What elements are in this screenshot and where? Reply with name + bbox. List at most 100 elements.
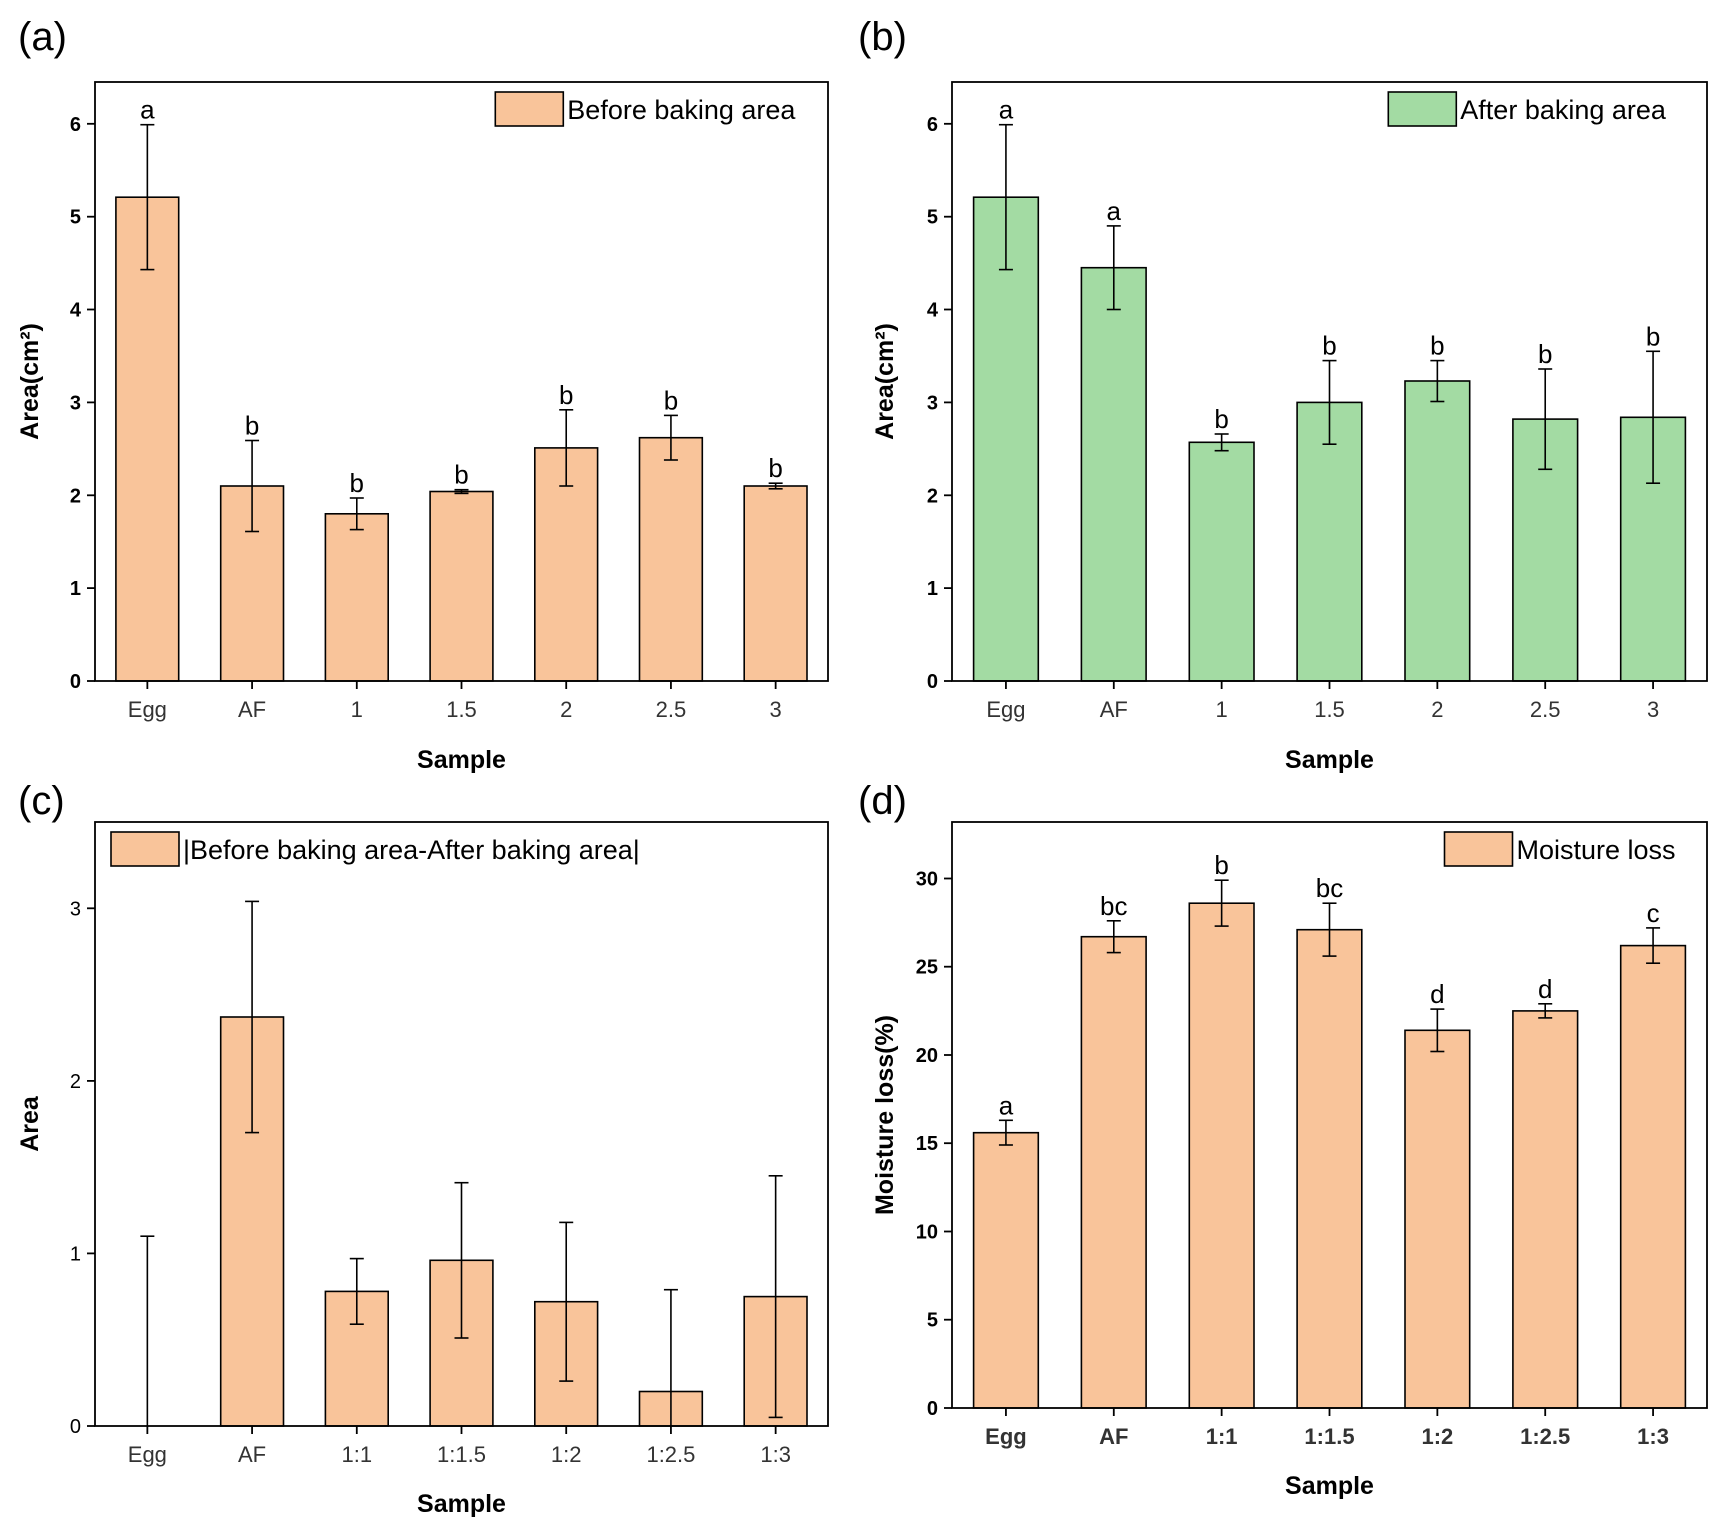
significance-letter: bc	[1100, 891, 1127, 921]
chart-panel-4: (d) a bc b bc d d c 0 5 10 15 20 25 30 Egg AF 1:1 1:1.5 1:2…	[858, 779, 1708, 1500]
significance-letter: b	[1214, 850, 1228, 880]
legend-swatch	[494, 91, 565, 127]
error-bar-AF	[1106, 919, 1121, 954]
bar-1	[324, 512, 389, 682]
x-tick-label: 1:2.5	[646, 1442, 695, 1467]
panel-label: (d)	[858, 779, 907, 823]
bar-1:1.5	[1296, 928, 1363, 1409]
x-tick-label: 1:1	[1206, 1424, 1238, 1449]
y-tick-label: 4	[70, 300, 82, 322]
significance-letter: b	[1538, 339, 1552, 369]
error-bar-2.5	[663, 414, 678, 461]
x-tick-label: 2.5	[1530, 697, 1561, 722]
error-bar-AF	[1106, 225, 1121, 311]
y-tick-label: 0	[70, 1416, 81, 1438]
panel-label: (c)	[18, 779, 65, 823]
x-tick-label: 1:2	[1421, 1424, 1453, 1449]
error-bar-1:3	[1646, 927, 1661, 965]
x-tick-label: Egg	[128, 1442, 167, 1467]
x-tick-label: 1:2.5	[1520, 1424, 1570, 1449]
bar-1:2	[1404, 1029, 1471, 1409]
significance-letter: bc	[1316, 873, 1343, 903]
significance-letter: b	[664, 385, 678, 415]
y-tick-label: 20	[916, 1045, 938, 1067]
y-tick-label: 2	[927, 485, 938, 507]
legend: Moisture loss	[1443, 831, 1676, 867]
error-bar-1:2.5	[1538, 1002, 1553, 1019]
y-axis-title: Area	[16, 1095, 44, 1152]
bar-3	[743, 485, 808, 682]
bar-2.5	[638, 436, 704, 682]
panel-label: (b)	[858, 15, 907, 59]
error-bar-1.5	[1322, 359, 1337, 446]
error-bar-1:2	[559, 1221, 574, 1382]
legend-label: Before baking area	[567, 95, 796, 125]
bar-1.5	[1296, 401, 1363, 682]
x-tick-label: AF	[238, 1442, 266, 1467]
significance-letter: b	[1322, 331, 1336, 361]
error-bar-AF	[245, 900, 260, 1134]
error-bar-2	[1430, 359, 1445, 403]
error-bar-2.5	[1538, 368, 1553, 471]
significance-letter: b	[1214, 404, 1228, 434]
significance-letter: b	[1646, 321, 1660, 351]
chart-panel-1: (a) a b b b b b b 0 1 2 3 4 5 6 Egg AF 1 1.5 2 2.5 3 Sample Are…	[16, 15, 829, 774]
significance-letter: b	[454, 460, 468, 490]
error-bar-1.5	[454, 488, 469, 495]
legend-label: After baking area	[1460, 95, 1667, 125]
y-tick-label: 25	[916, 957, 938, 979]
error-bar-1:2.5	[663, 1288, 678, 1426]
error-bar-Egg	[140, 1235, 155, 1426]
legend-label: |Before baking area-After baking area|	[183, 835, 640, 865]
error-bar-1:1	[349, 1257, 364, 1325]
x-tick-label: 2	[1431, 697, 1443, 722]
x-tick-label: 2	[560, 697, 572, 722]
error-bar-1	[349, 497, 364, 531]
y-tick-label: 2	[70, 485, 81, 507]
y-tick-label: 3	[70, 392, 81, 414]
y-tick-label: 6	[927, 114, 938, 136]
bar-Egg	[972, 196, 1040, 682]
legend: After baking area	[1387, 91, 1667, 127]
x-tick-label: 3	[770, 697, 782, 722]
significance-letter: d	[1430, 979, 1444, 1009]
significance-letter: a	[140, 95, 155, 125]
y-tick-label: 1	[70, 1243, 81, 1265]
error-bar-1:3	[768, 1175, 783, 1419]
x-tick-label: AF	[1100, 697, 1128, 722]
y-tick-label: 6	[70, 114, 81, 136]
error-bar-Egg	[998, 123, 1013, 271]
y-tick-label: 3	[70, 898, 81, 920]
y-tick-label: 0	[70, 671, 81, 693]
error-bar-1:1	[1214, 879, 1229, 927]
x-tick-label: Egg	[986, 697, 1025, 722]
panel-label: (a)	[18, 15, 67, 59]
significance-letter: b	[768, 453, 782, 483]
y-tick-label: 2	[70, 1071, 81, 1093]
error-bar-Egg	[140, 123, 155, 271]
bar-1.5	[429, 490, 494, 682]
error-bar-AF	[245, 439, 260, 533]
y-axis-title: Moisture loss(%)	[871, 1015, 899, 1215]
x-tick-label: 2.5	[656, 697, 687, 722]
y-tick-label: 5	[70, 207, 81, 229]
x-tick-label: 1.5	[446, 697, 477, 722]
chart-panel-3: (c) 0 1 2 3 Egg AF 1:1 1:1.5 1:2 1:2.5 1:3 Sample Are…	[16, 779, 829, 1518]
x-tick-label: 1:3	[760, 1442, 791, 1467]
y-tick-label: 15	[916, 1133, 938, 1155]
y-tick-label: 1	[927, 578, 938, 600]
significance-letter: a	[999, 1090, 1014, 1120]
chart-panel-2: (b) a a b b b b b 0 1 2 3 4 5 6 Egg AF 1 1.5 2 2.5 3 Sample Are…	[858, 15, 1708, 774]
significance-letter: b	[350, 468, 364, 498]
x-tick-label: 1	[351, 697, 363, 722]
bar-AF	[1080, 266, 1147, 682]
bar-AF	[1080, 935, 1147, 1409]
y-tick-label: 10	[916, 1222, 938, 1244]
x-tick-label: 1:2	[551, 1442, 582, 1467]
bar-1:1	[1188, 902, 1255, 1409]
y-tick-label: 3	[927, 392, 938, 414]
error-bar-1:2	[1430, 1008, 1445, 1053]
significance-letter: b	[1430, 331, 1444, 361]
error-bar-Egg	[998, 1119, 1013, 1146]
bar-1	[1188, 441, 1255, 682]
